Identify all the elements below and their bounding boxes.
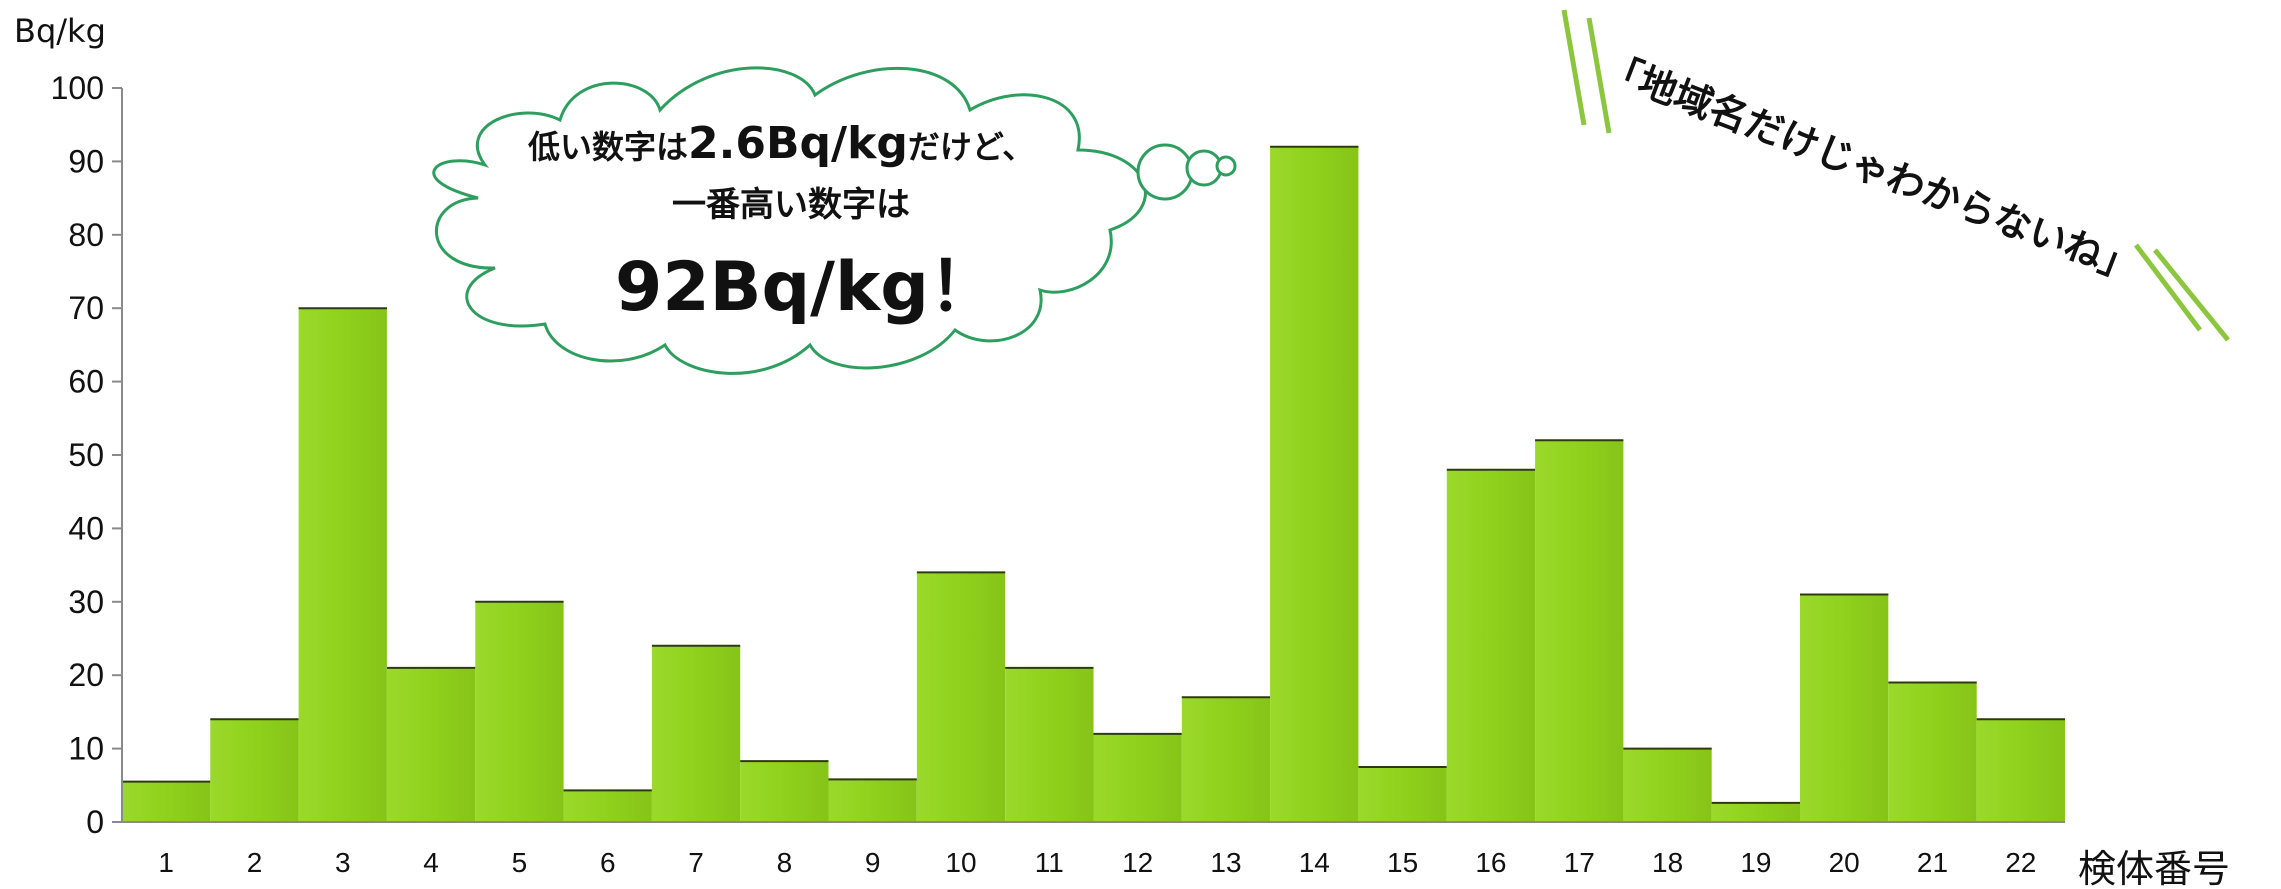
y-tick-label-40: 40	[68, 510, 104, 546]
y-tick-label-20: 20	[68, 657, 104, 693]
side-note: 「地域名だけじゃわからないね」	[1561, 9, 2230, 342]
x-tick-label-4: 4	[423, 847, 439, 878]
bubble-line-1-value: 2.6Bq/kg	[688, 118, 908, 169]
x-tick-label-7: 7	[688, 847, 704, 878]
slash-mark-right-2	[2153, 248, 2230, 342]
x-tick-label-19: 19	[1740, 847, 1771, 878]
bar-5	[475, 601, 564, 822]
bar-8	[740, 761, 829, 822]
bar-1	[122, 781, 211, 822]
bar-9	[828, 779, 917, 822]
y-tick-label-60: 60	[68, 364, 104, 400]
x-tick-label-6: 6	[600, 847, 616, 878]
y-tick-label-50: 50	[68, 437, 104, 473]
slash-mark-left-1	[1561, 9, 1587, 126]
bar-6	[563, 790, 652, 822]
bar-2	[210, 719, 299, 822]
x-ticks: 1 2 3 4 5 6 7 8 9 10 11 12 13 14 15 16 17 18 19 20 21 22	[158, 847, 2036, 878]
x-tick-label-13: 13	[1210, 847, 1241, 878]
y-tick-label-10: 10	[68, 731, 104, 767]
bubble-line-1: 低い数字は2.6Bq/kgだけど、	[528, 118, 1034, 169]
x-tick-label-5: 5	[512, 847, 528, 878]
x-tick-label-21: 21	[1917, 847, 1948, 878]
thought-bubble: 低い数字は2.6Bq/kgだけど、 一番高い数字は 92Bq/kg！	[432, 66, 1237, 375]
bar-12	[1093, 733, 1182, 822]
y-tick-label-80: 80	[68, 217, 104, 253]
bar-19	[1711, 802, 1800, 822]
bar-13	[1181, 697, 1271, 822]
x-tick-label-8: 8	[777, 847, 793, 878]
x-tick-label-16: 16	[1475, 847, 1506, 878]
x-tick-label-2: 2	[247, 847, 263, 878]
x-tick-label-14: 14	[1299, 847, 1330, 878]
bar-3	[298, 308, 387, 822]
bar-16	[1446, 469, 1536, 822]
x-tick-label-18: 18	[1652, 847, 1683, 878]
bar-11	[1005, 667, 1094, 822]
x-tick-label-22: 22	[2005, 847, 2036, 878]
bar-21	[1888, 682, 1977, 822]
bubble-circle-small	[1215, 155, 1237, 177]
y-tick-label-0: 0	[86, 804, 104, 840]
bar-18	[1623, 748, 1712, 822]
bubble-line-3: 92Bq/kg！	[615, 248, 997, 327]
x-tick-label-9: 9	[865, 847, 881, 878]
y-tick-label-90: 90	[68, 143, 104, 179]
bar-14	[1270, 146, 1359, 822]
y-tick-label-100: 100	[51, 70, 104, 106]
x-tick-label-10: 10	[945, 847, 976, 878]
bar-7	[651, 645, 741, 822]
y-axis-label: Bq/kg	[14, 12, 106, 50]
bars-group	[122, 145, 2065, 822]
x-tick-label-20: 20	[1829, 847, 1860, 878]
x-tick-label-17: 17	[1564, 847, 1595, 878]
slash-mark-left-2	[1586, 17, 1612, 134]
bar-22	[1976, 719, 2065, 822]
bubble-circle-large	[1136, 143, 1194, 201]
bubble-line-1-prefix: 低い数字は	[528, 128, 688, 166]
bar-4	[387, 667, 476, 822]
x-tick-label-12: 12	[1122, 847, 1153, 878]
bubble-line-1-suffix: だけど、	[908, 128, 1034, 166]
bar-10	[916, 572, 1006, 822]
bubble-line-2: 一番高い数字は	[672, 185, 910, 225]
slash-mark-right-1	[2134, 243, 2202, 332]
x-tick-label-15: 15	[1387, 847, 1418, 878]
bar-20	[1800, 594, 1889, 822]
bar-15	[1358, 767, 1447, 822]
x-tick-label-3: 3	[335, 847, 351, 878]
cloud-shape	[432, 66, 1147, 375]
bar-17	[1535, 440, 1624, 822]
y-ticks: 0 10 20 30 40 50 60 70 80 90 100	[51, 70, 122, 840]
side-note-text: 「地域名だけじゃわからないね」	[1597, 45, 2145, 290]
x-axis-label: 検体番号	[2078, 847, 2230, 889]
y-tick-label-70: 70	[68, 290, 104, 326]
y-tick-label-30: 30	[68, 584, 104, 620]
x-tick-label-11: 11	[1035, 847, 1064, 878]
x-tick-label-1: 1	[158, 847, 174, 878]
